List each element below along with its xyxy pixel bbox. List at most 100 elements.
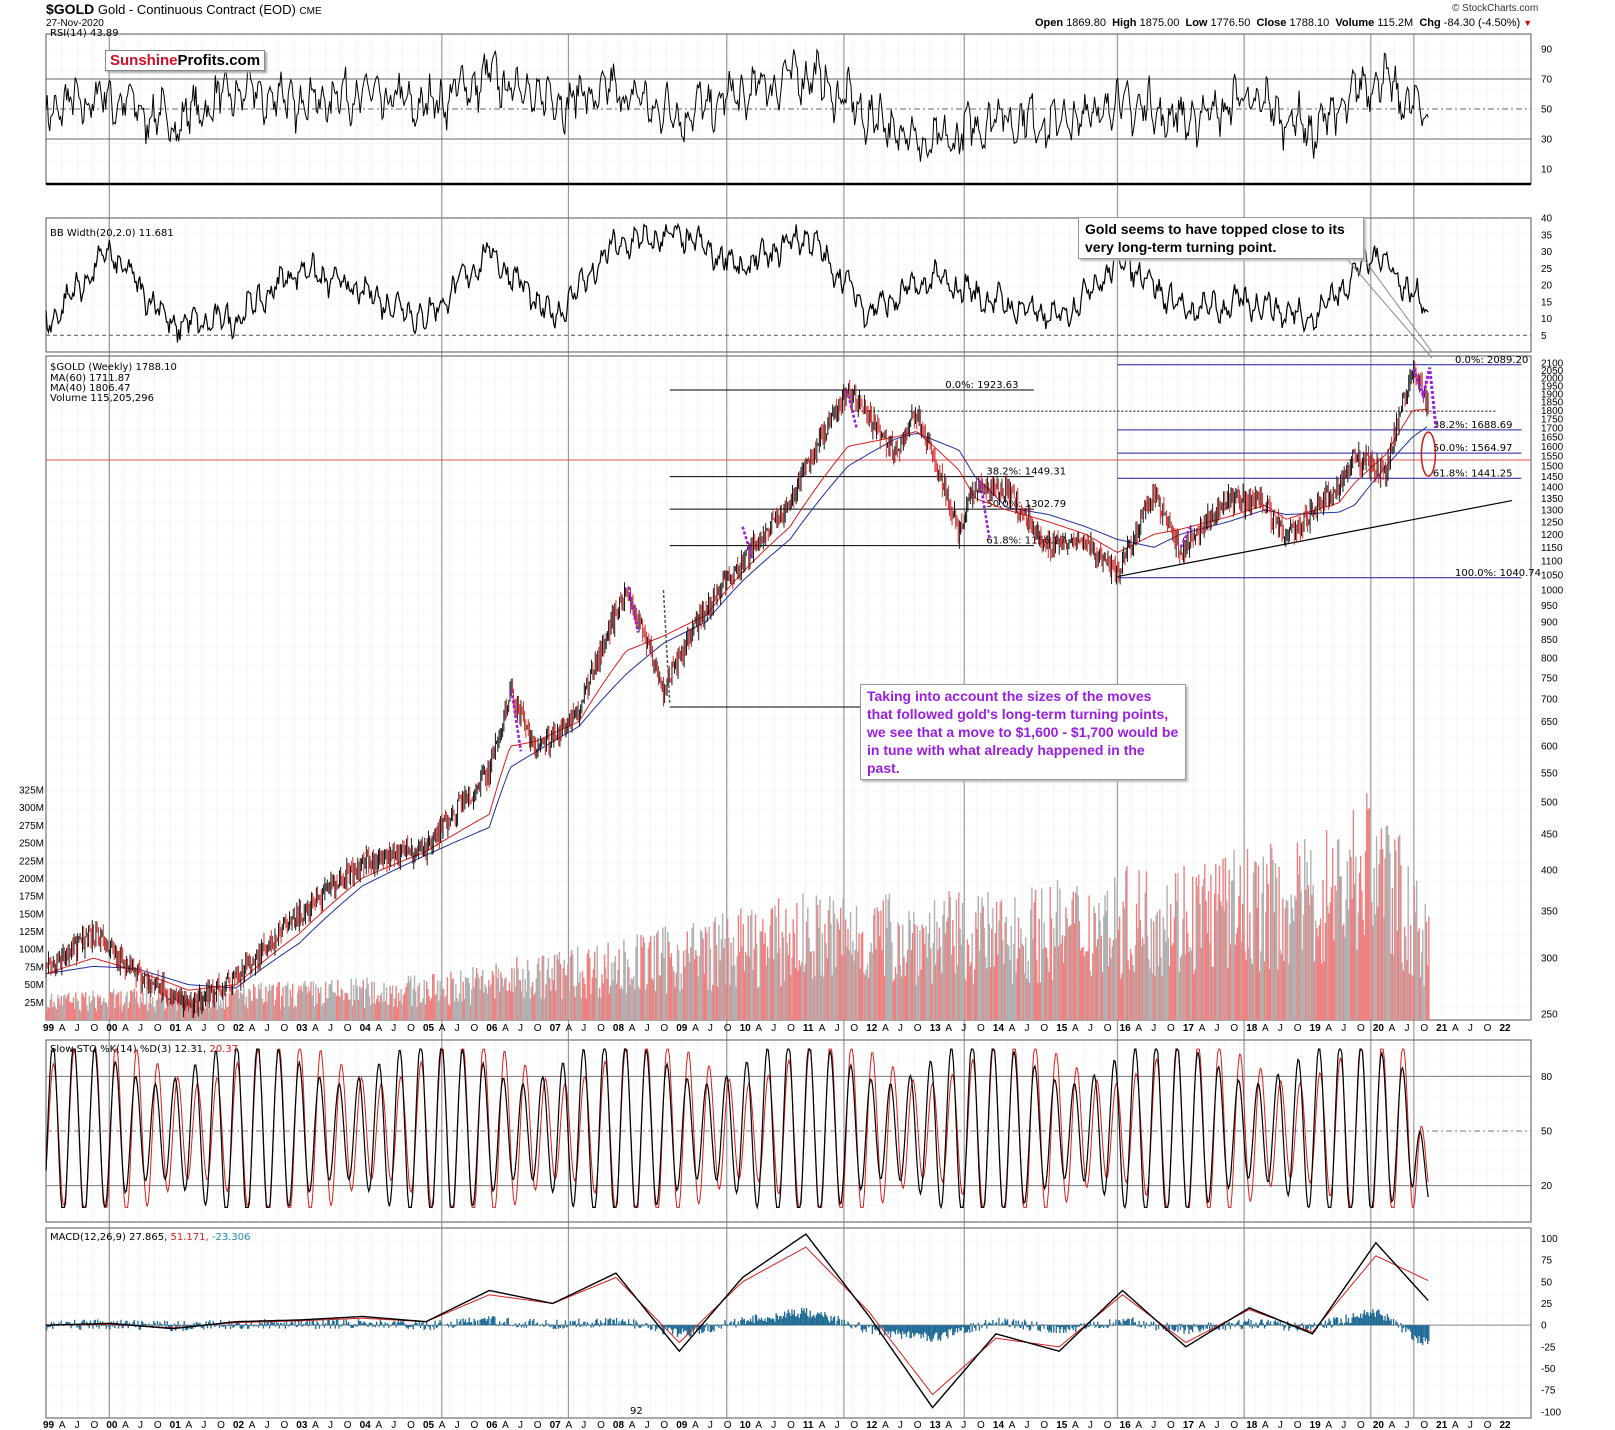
macd-hist-bar <box>221 1325 223 1327</box>
macd-hist-bar <box>641 1324 643 1326</box>
x-label-r1-23: O <box>407 1420 415 1430</box>
macd-hist-bar <box>612 1319 614 1326</box>
x-label-r1-79: O <box>1294 1420 1302 1430</box>
macd-hist-bar <box>880 1325 882 1327</box>
volume-bar <box>1042 948 1044 1020</box>
volume-bar <box>54 1006 56 1020</box>
macd-hist-bar <box>1420 1325 1423 1343</box>
volume-bar <box>1146 935 1149 1020</box>
macd-hist-bar <box>762 1320 764 1326</box>
macd-hist-bar <box>1012 1319 1015 1326</box>
macd-hist-bar <box>892 1325 894 1331</box>
x-label-r0-50: J <box>835 1023 840 1034</box>
macd-hist-bar <box>1201 1325 1203 1328</box>
macd-hist-bar <box>52 1325 54 1330</box>
volume-bar <box>960 944 962 1020</box>
volume-bar <box>1198 874 1200 1020</box>
volume-bar <box>1283 961 1285 1020</box>
macd-label: MACD(12,26,9) 27.865, 51.171, -23.306 <box>50 1232 250 1243</box>
macd-hist-bar <box>1269 1321 1272 1326</box>
volume-bar <box>958 892 960 1020</box>
volume-bar <box>478 978 480 1020</box>
macd-hist-bar <box>528 1320 530 1326</box>
volume-bar <box>1329 902 1331 1020</box>
macd-hist-bar <box>908 1325 910 1331</box>
volume-tick-8: 125M <box>19 927 44 938</box>
macd-hist-bar <box>108 1325 110 1327</box>
volume-bar <box>759 931 761 1020</box>
macd-hist-bar <box>1252 1323 1255 1326</box>
x-label-r1-34: J <box>581 1420 586 1430</box>
macd-hist-bar <box>779 1316 781 1326</box>
volume-bar <box>589 957 591 1020</box>
macd-hist-bar <box>553 1325 556 1329</box>
volume-bar <box>242 994 244 1020</box>
volume-bar <box>1385 826 1387 1020</box>
volume-bar <box>771 907 774 1020</box>
volume-bar <box>290 996 293 1020</box>
volume-bar <box>992 908 994 1020</box>
volume-bar <box>155 1000 157 1020</box>
volume-bar <box>389 985 391 1020</box>
macd-hist-bar <box>879 1325 881 1335</box>
macd-hist-bar <box>223 1325 226 1327</box>
volume-bar <box>1287 901 1289 1020</box>
volume-bar <box>522 969 524 1020</box>
volume-bar <box>1295 899 1297 1020</box>
volume-bar <box>1002 939 1004 1020</box>
volume-bar <box>1105 910 1107 1020</box>
volume-bar <box>315 984 317 1020</box>
macd-hist-bar <box>756 1315 758 1326</box>
red-ellipse <box>1420 431 1437 477</box>
macd-hist-bar <box>591 1322 593 1326</box>
volume-bar <box>1053 927 1055 1020</box>
macd-hist-bar <box>510 1324 512 1326</box>
volume-tick-9: 100M <box>19 945 44 956</box>
volume-bar <box>1174 873 1177 1020</box>
volume-bar <box>108 1000 110 1020</box>
volume-bar <box>1045 948 1048 1020</box>
macd-hist-bar <box>466 1323 468 1326</box>
volume-bar <box>278 981 280 1020</box>
macd-hist-bar <box>734 1318 736 1326</box>
volume-bar <box>937 949 939 1020</box>
volume-bar <box>690 947 692 1020</box>
close-value: 1788.10 <box>1289 17 1330 29</box>
macd-hist-bar <box>1418 1325 1420 1337</box>
macd-hist-bar <box>209 1320 211 1326</box>
volume-bar <box>868 978 870 1020</box>
volume-bar <box>434 995 436 1020</box>
price-tick-13: 1450 <box>1541 472 1564 483</box>
macd-hist-bar <box>1221 1325 1223 1326</box>
volume-bar <box>1322 879 1324 1020</box>
volume-tick-1: 300M <box>19 803 44 814</box>
price-tick-21: 1050 <box>1541 571 1564 582</box>
volume-bar <box>1245 960 1247 1020</box>
volume-bar <box>954 973 956 1020</box>
x-label-r0-91: O <box>1484 1023 1492 1034</box>
macd-hist-bar <box>558 1325 560 1328</box>
volume-bar <box>246 1008 249 1020</box>
volume-bar <box>698 956 701 1020</box>
x-label-r1-86: J <box>1405 1420 1410 1430</box>
volume-bar <box>428 996 430 1020</box>
macd-hist-bar <box>57 1325 59 1326</box>
macd-hist-bar <box>992 1320 994 1326</box>
volume-bar <box>415 991 417 1020</box>
volume-bar <box>49 999 52 1020</box>
volume-bar <box>1036 959 1038 1020</box>
macd-hist-bar <box>1334 1318 1336 1326</box>
volume-bar <box>738 951 741 1020</box>
macd-hist-bar <box>416 1322 418 1326</box>
macd-hist-bar <box>524 1321 526 1326</box>
macd-hist-bar <box>486 1319 489 1326</box>
volume-bar <box>847 929 849 1020</box>
macd-hist-bar <box>810 1317 813 1326</box>
volume-bar <box>317 987 319 1020</box>
macd-hist-bar <box>205 1321 207 1326</box>
volume-bar <box>1408 973 1411 1020</box>
macd-hist-bar <box>1233 1324 1235 1326</box>
macd-hist-bar <box>1349 1323 1351 1326</box>
macd-hist-bar <box>813 1314 815 1326</box>
volume-bar <box>270 990 272 1020</box>
